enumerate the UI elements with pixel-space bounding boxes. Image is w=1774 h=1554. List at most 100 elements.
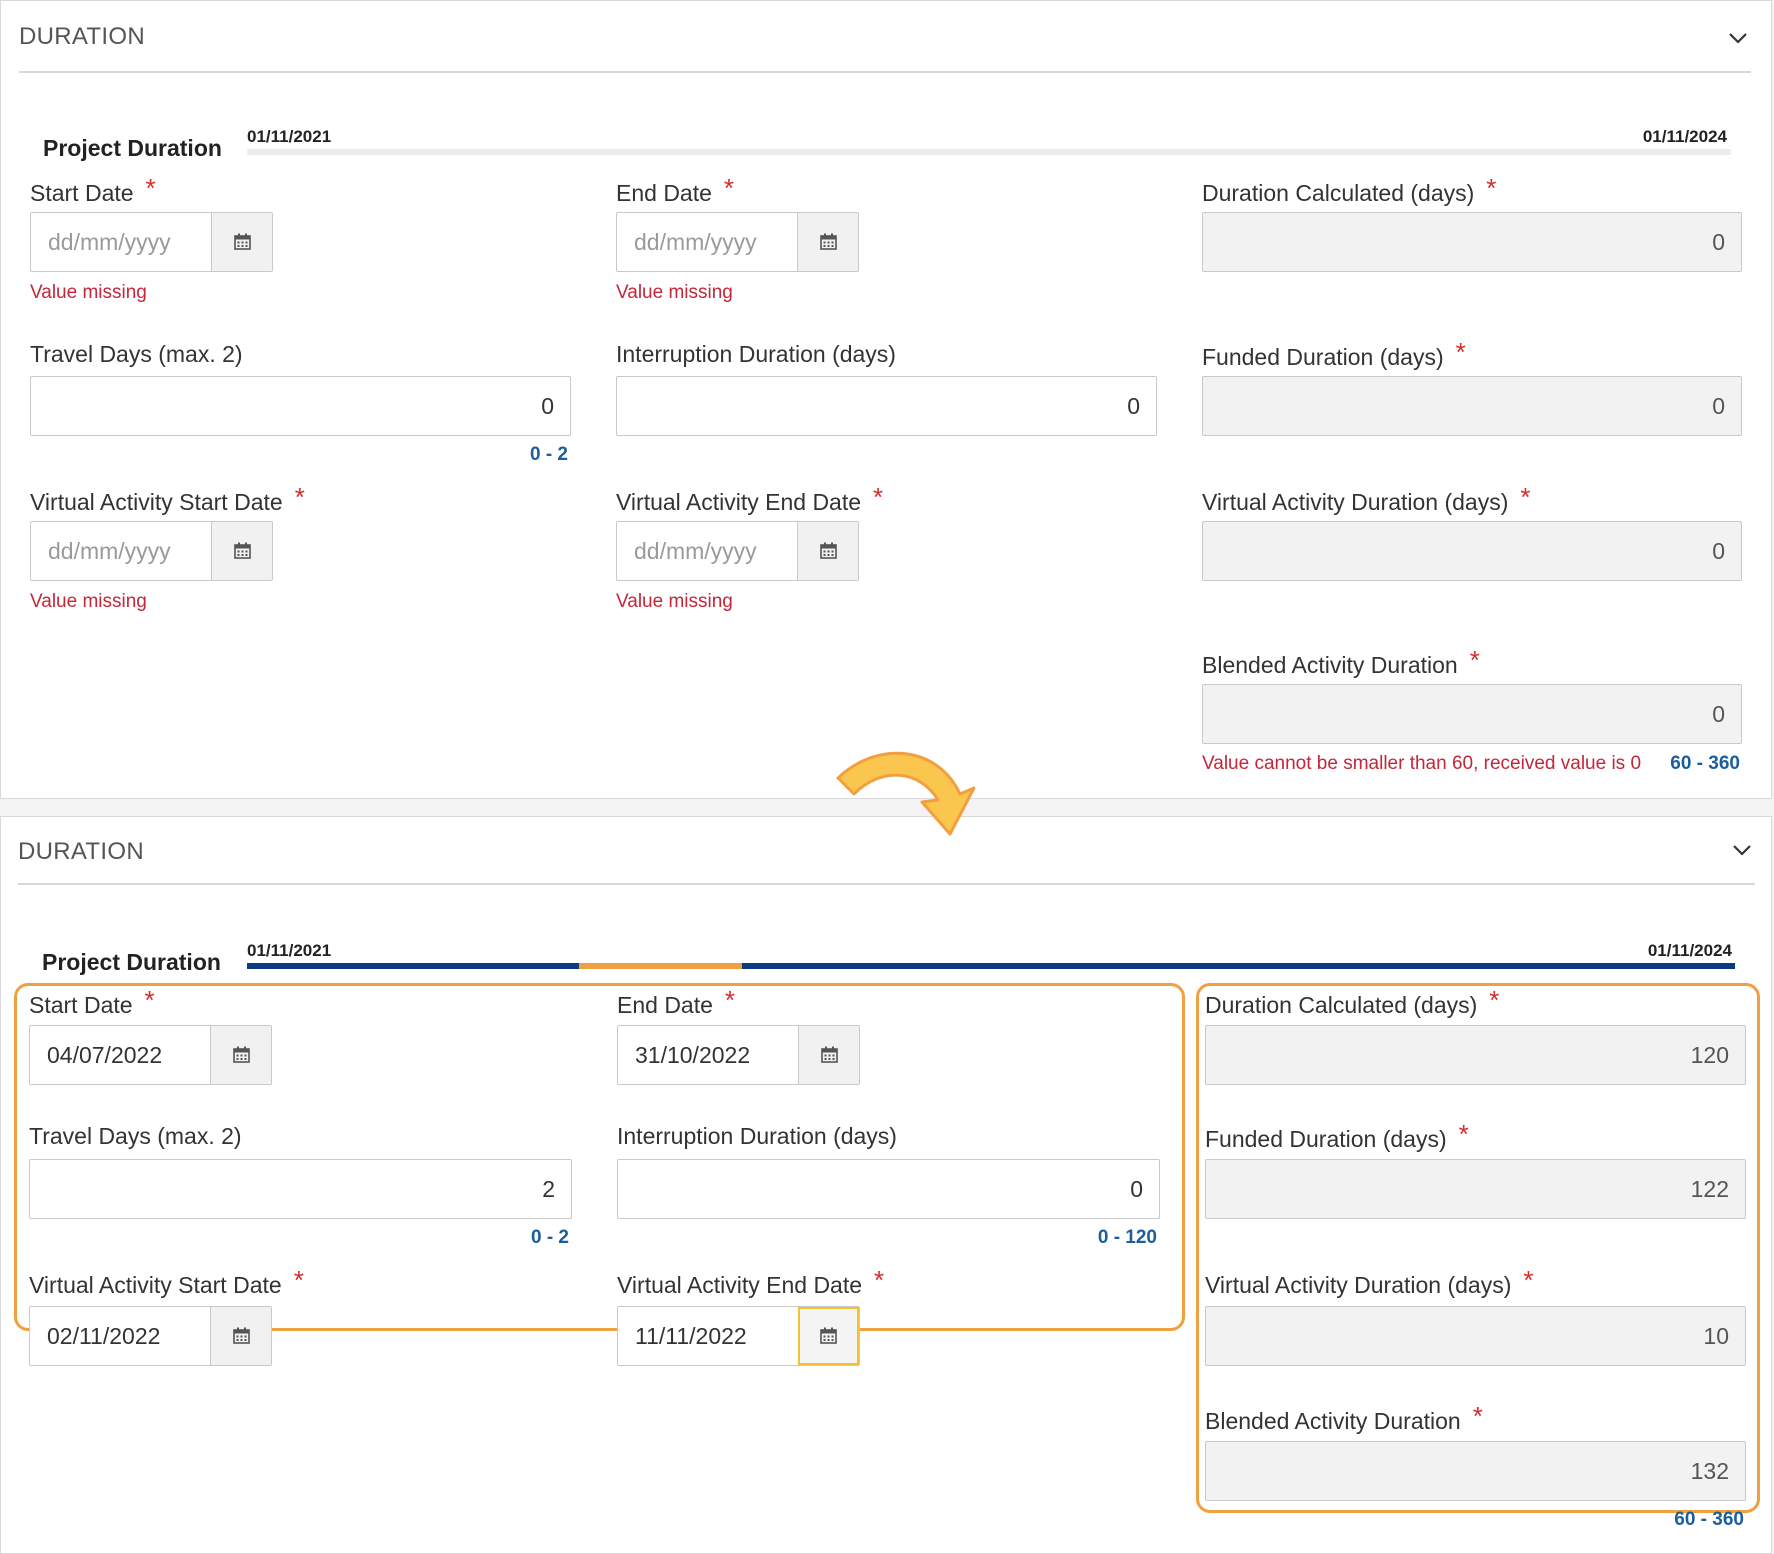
blended-duration-range: 60 - 360 <box>1670 753 1740 774</box>
panel-divider <box>18 883 1755 885</box>
va-duration-value: 10 <box>1703 1323 1729 1349</box>
va-start-date-label: Virtual Activity Start Date * <box>29 1265 304 1298</box>
travel-days-input[interactable]: 2 <box>29 1159 572 1219</box>
va-start-date-label: Virtual Activity Start Date * <box>30 482 305 515</box>
duration-calculated-field: 0 <box>1202 212 1742 272</box>
travel-days-input[interactable]: 0 <box>30 376 571 436</box>
va-end-date-calendar-button[interactable] <box>797 522 858 580</box>
funded-duration-value: 0 <box>1712 393 1725 419</box>
timeline-end-date: 01/11/2024 <box>1642 127 1727 146</box>
project-timeline-bar <box>247 963 1735 969</box>
duration-calculated-label: Duration Calculated (days) * <box>1205 985 1500 1018</box>
calendar-icon <box>820 233 837 250</box>
panel-divider <box>19 71 1751 73</box>
chevron-down-icon[interactable] <box>1731 839 1753 861</box>
interruption-duration-value: 0 <box>1130 1176 1143 1202</box>
start-date-calendar-button[interactable] <box>211 213 272 271</box>
travel-days-value: 2 <box>542 1176 555 1202</box>
va-duration-label: Virtual Activity Duration (days) * <box>1202 482 1531 515</box>
calendar-icon <box>234 233 251 250</box>
travel-days-range: 0 - 2 <box>529 444 568 465</box>
calendar-icon <box>820 542 837 559</box>
calendar-icon <box>821 1046 838 1063</box>
start-date-input[interactable]: dd/mm/yyyy <box>30 212 273 272</box>
interruption-duration-input[interactable]: 0 <box>616 376 1157 436</box>
end-date-label: End Date * <box>616 173 735 206</box>
va-start-date-calendar-button[interactable] <box>211 522 272 580</box>
blended-duration-label: Blended Activity Duration * <box>1205 1401 1483 1434</box>
travel-days-range: 0 - 2 <box>530 1227 569 1248</box>
va-duration-field: 0 <box>1202 521 1742 581</box>
va-end-date-value: 11/11/2022 <box>635 1323 747 1349</box>
project-timeline-bar <box>247 149 1731 155</box>
va-start-date-value: 02/11/2022 <box>47 1323 161 1349</box>
va-end-date-label: Virtual Activity End Date * <box>617 1265 885 1298</box>
project-duration-label: Project Duration <box>42 949 221 975</box>
funded-duration-field: 122 <box>1205 1159 1746 1219</box>
calendar-icon <box>233 1327 250 1344</box>
calendar-icon <box>233 1046 250 1063</box>
timeline-activity-segment <box>579 963 742 969</box>
funded-duration-value: 122 <box>1690 1176 1729 1202</box>
timeline-start-date: 01/11/2021 <box>247 127 332 146</box>
va-end-date-input[interactable]: dd/mm/yyyy <box>616 521 859 581</box>
duration-calculated-value: 0 <box>1712 229 1725 255</box>
end-date-value: 31/10/2022 <box>635 1042 751 1068</box>
blended-duration-label: Blended Activity Duration * <box>1202 645 1480 678</box>
end-date-input[interactable]: dd/mm/yyyy <box>616 212 859 272</box>
highlight-box-inputs <box>14 983 1185 1331</box>
va-start-date-placeholder: dd/mm/yyyy <box>48 538 171 564</box>
end-date-error: Value missing <box>616 282 733 303</box>
va-start-date-input[interactable]: 02/11/2022 <box>29 1306 272 1366</box>
start-date-error: Value missing <box>30 282 147 303</box>
start-date-calendar-button[interactable] <box>210 1026 271 1084</box>
end-date-placeholder: dd/mm/yyyy <box>634 229 757 255</box>
va-end-date-error: Value missing <box>616 591 733 612</box>
panel-title: DURATION <box>19 23 145 50</box>
duration-panel-before: DURATION Project Duration 01/11/2021 01/… <box>0 0 1772 799</box>
start-date-placeholder: dd/mm/yyyy <box>48 229 171 255</box>
blended-duration-field: 132 <box>1205 1441 1746 1501</box>
travel-days-label: Travel Days (max. 2) <box>30 341 243 367</box>
end-date-calendar-button[interactable] <box>797 213 858 271</box>
project-duration-label: Project Duration <box>43 135 222 161</box>
calendar-icon <box>820 1327 837 1344</box>
duration-calculated-value: 120 <box>1690 1042 1729 1068</box>
va-start-date-calendar-button[interactable] <box>210 1307 271 1365</box>
start-date-label: Start Date * <box>30 173 156 206</box>
timeline-end-date: 01/11/2024 <box>1647 941 1732 960</box>
start-date-label: Start Date * <box>29 985 155 1018</box>
timeline-start-date: 01/11/2021 <box>247 941 332 960</box>
travel-days-value: 0 <box>541 393 554 419</box>
funded-duration-label: Funded Duration (days) * <box>1202 337 1466 370</box>
blended-duration-error: Value cannot be smaller than 60, receive… <box>1202 753 1642 774</box>
blended-duration-value: 132 <box>1690 1458 1729 1484</box>
va-end-date-calendar-button[interactable] <box>798 1307 859 1365</box>
duration-panel-after: DURATION Project Duration 01/11/2021 01/… <box>0 816 1772 1554</box>
chevron-down-icon[interactable] <box>1727 27 1749 49</box>
curved-arrow-icon <box>836 751 976 836</box>
va-end-date-label: Virtual Activity End Date * <box>616 482 884 515</box>
interruption-duration-label: Interruption Duration (days) <box>617 1123 897 1149</box>
highlight-box-calculated <box>1196 983 1760 1513</box>
va-start-date-error: Value missing <box>30 591 147 612</box>
duration-calculated-label: Duration Calculated (days) * <box>1202 173 1497 206</box>
start-date-value: 04/07/2022 <box>47 1042 163 1068</box>
panel-title: DURATION <box>18 838 144 865</box>
start-date-input[interactable]: 04/07/2022 <box>29 1025 272 1085</box>
end-date-calendar-button[interactable] <box>798 1026 859 1084</box>
travel-days-label: Travel Days (max. 2) <box>29 1123 242 1149</box>
duration-calculated-field: 120 <box>1205 1025 1746 1085</box>
calendar-icon <box>234 542 251 559</box>
interruption-duration-value: 0 <box>1127 393 1140 419</box>
blended-duration-field: 0 <box>1202 684 1742 744</box>
funded-duration-field: 0 <box>1202 376 1742 436</box>
va-end-date-input[interactable]: 11/11/2022 <box>617 1306 860 1366</box>
interruption-duration-range: 0 - 120 <box>1097 1227 1157 1248</box>
va-duration-value: 0 <box>1712 538 1725 564</box>
end-date-input[interactable]: 31/10/2022 <box>617 1025 860 1085</box>
va-duration-label: Virtual Activity Duration (days) * <box>1205 1265 1534 1298</box>
va-end-date-placeholder: dd/mm/yyyy <box>634 538 757 564</box>
interruption-duration-input[interactable]: 0 <box>617 1159 1160 1219</box>
va-start-date-input[interactable]: dd/mm/yyyy <box>30 521 273 581</box>
